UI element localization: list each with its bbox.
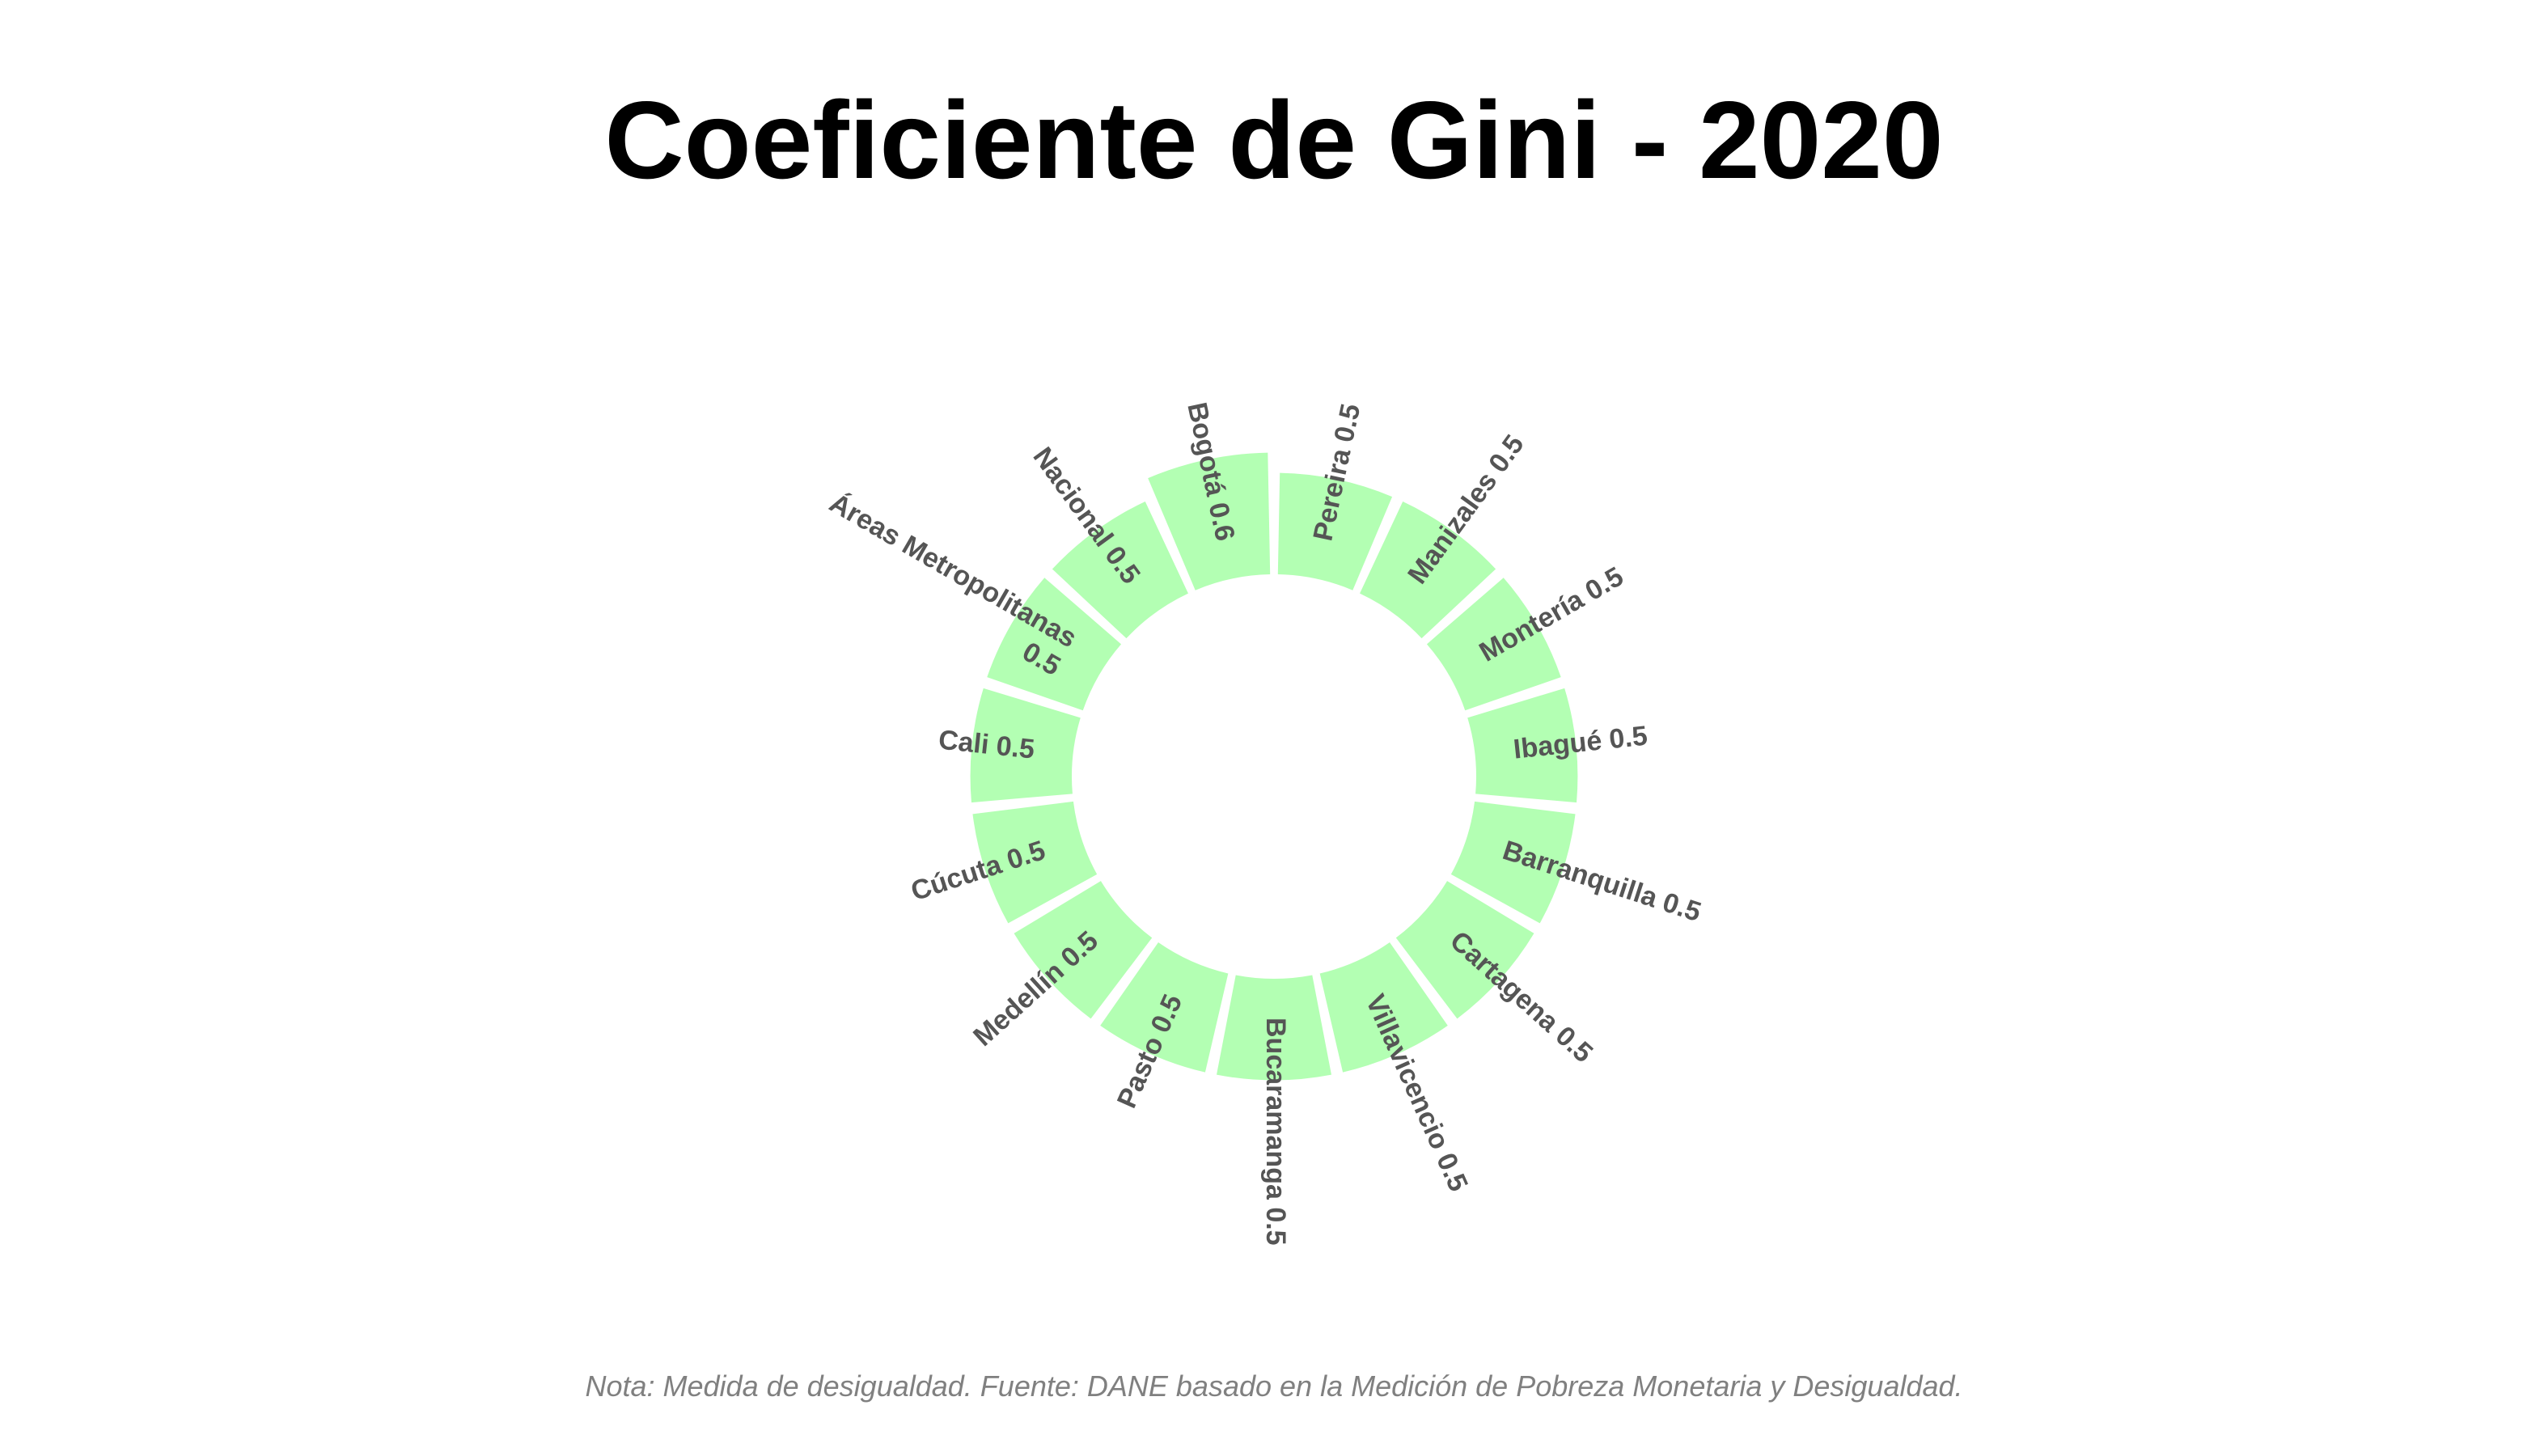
bar-manizales: [1360, 502, 1496, 639]
bar-ibague: [1467, 688, 1578, 803]
bar-cucuta: [972, 801, 1098, 924]
bar-medellin: [1014, 881, 1153, 1019]
bars-layer: [970, 452, 1578, 1081]
bar-villavicencio: [1319, 942, 1448, 1073]
bar-areas-metropolitanas: [987, 578, 1122, 711]
bar-barranquilla: [1450, 801, 1576, 924]
bar-cartagena: [1395, 881, 1534, 1019]
bar-monteria: [1426, 578, 1561, 711]
bar-bogota: [1148, 452, 1271, 590]
chart-caption: Nota: Medida de desigualdad. Fuente: DAN…: [585, 1369, 1963, 1403]
label-bucaramanga: Bucaramanga 0.5: [1260, 1018, 1291, 1246]
bar-nacional: [1052, 502, 1188, 639]
bar-bucaramanga: [1217, 975, 1331, 1081]
bar-pasto: [1100, 942, 1229, 1073]
bar-pereira: [1277, 472, 1393, 590]
bar-cali: [970, 688, 1081, 803]
chart-title: Coeficiente de Gini - 2020: [604, 78, 1944, 201]
